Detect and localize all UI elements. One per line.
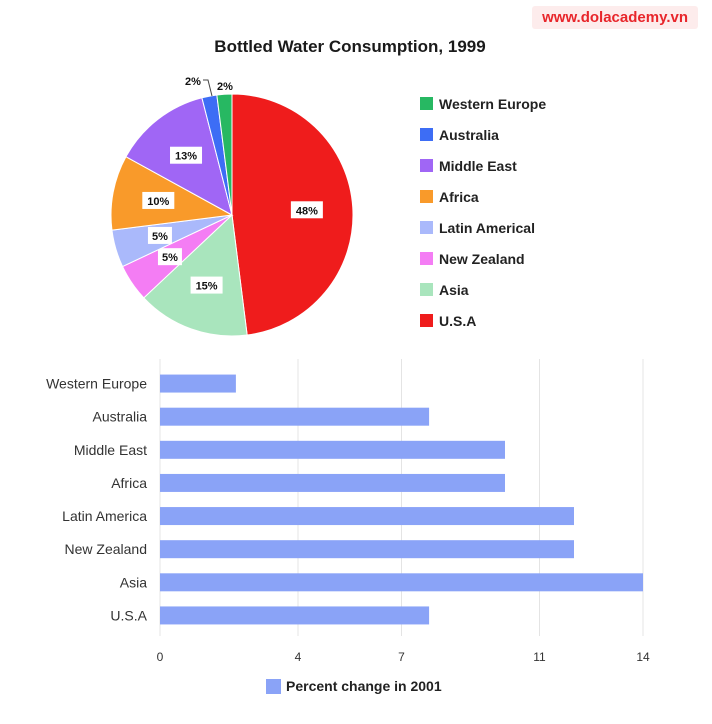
pie-chart: 48% 15% 5% 5% 10% 13% 2% 2% (110, 76, 354, 337)
pie-data-label: 5% (152, 231, 168, 243)
legend-label: Latin Americal (439, 219, 535, 236)
legend-swatch (420, 190, 433, 203)
legend-swatch (420, 221, 433, 234)
pie-slice-western-europe (216, 93, 233, 216)
bar-u-s-a (160, 606, 430, 625)
y-category-label: Africa (111, 475, 147, 491)
pie-data-label: 10% (147, 196, 169, 208)
pie-data-label: 2% (185, 76, 201, 88)
legend-swatch (420, 314, 433, 327)
legend-item: Asia (420, 274, 546, 305)
x-tick-label: 7 (398, 650, 405, 664)
pie-label-box (147, 226, 172, 244)
pie-data-label: 48% (296, 205, 318, 217)
legend-label: Western Europe (439, 95, 547, 112)
y-category-label: Western Europe (46, 376, 147, 392)
legend-item: Africa (420, 181, 546, 212)
y-category-label: New Zealand (65, 541, 148, 557)
x-tick-label: 11 (533, 650, 546, 664)
legend-swatch (420, 283, 433, 296)
watermark-label: www.dolacademy.vn (532, 6, 698, 29)
pie-data-label: 15% (196, 281, 218, 293)
y-category-label: Asia (120, 574, 147, 590)
y-category-label: U.S.A (110, 607, 147, 623)
legend-item: U.S.A (420, 305, 546, 336)
bar-latin-america (160, 507, 574, 526)
legend-item: Latin Americal (420, 212, 546, 243)
legend-label: Middle East (439, 157, 517, 174)
x-tick-label: 4 (295, 650, 302, 664)
legend-swatch (420, 128, 433, 141)
pie-label-box (142, 191, 175, 209)
y-category-label: Middle East (74, 442, 147, 458)
legend-item: Australia (420, 119, 546, 150)
pie-slice-asia (143, 213, 248, 337)
bar-new-zealand (160, 540, 574, 559)
legend-swatch (420, 97, 433, 110)
pie-data-label: 13% (175, 151, 197, 163)
pie-data-label: 2% (217, 81, 233, 93)
legend-label: Asia (439, 281, 469, 298)
bar-middle-east (160, 440, 505, 459)
pie-data-label: 5% (162, 252, 178, 264)
pie-label-box (190, 276, 223, 294)
legend-label: U.S.A (439, 312, 477, 329)
bar-australia (160, 407, 430, 426)
bar-legend-label: Percent change in 2001 (286, 678, 442, 694)
legend-label: Australia (439, 126, 499, 143)
pie-label-box (290, 201, 323, 219)
legend-swatch (420, 159, 433, 172)
pie-leader-line (203, 79, 213, 97)
pie-legend: Western Europe Australia Middle East Africa… (420, 88, 546, 336)
y-category-label: Latin America (62, 508, 147, 524)
x-tick-label: 0 (157, 650, 164, 664)
x-tick-label: 14 (636, 650, 650, 664)
legend-label: New Zealand (439, 250, 525, 267)
y-category-label: Australia (93, 409, 148, 425)
pie-label-box (157, 248, 182, 266)
bar-legend: Percent change in 2001 (266, 678, 442, 694)
bar-asia (160, 573, 643, 592)
legend-item: New Zealand (420, 243, 546, 274)
legend-item: Middle East (420, 150, 546, 181)
bar-western-europe (160, 374, 236, 393)
bar-legend-swatch (266, 678, 281, 694)
legend-swatch (420, 252, 433, 265)
legend-label: Africa (439, 188, 479, 205)
bar-africa (160, 473, 505, 492)
legend-item: Western Europe (420, 88, 546, 119)
pie-label-box (170, 146, 203, 164)
pie-chart-title: Bottled Water Consumption, 1999 (214, 37, 486, 56)
